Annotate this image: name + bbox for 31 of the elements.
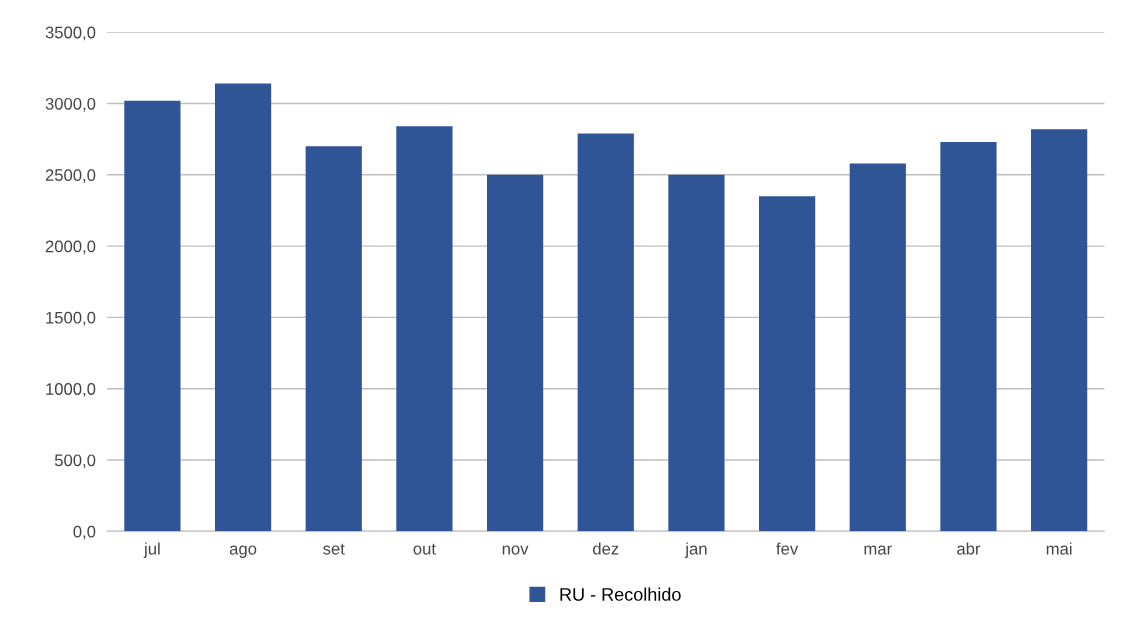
y-tick-label: 1500,0: [46, 311, 96, 326]
y-tick-label: 0,0: [73, 525, 96, 540]
bar: [1031, 129, 1088, 532]
bar: [396, 126, 453, 532]
x-tick-label: abr: [957, 542, 981, 555]
bar: [940, 142, 997, 532]
legend-label: RU - Recolhido: [560, 587, 681, 601]
x-tick-label: dez: [593, 542, 619, 555]
bar: [486, 174, 544, 532]
y-tick-label: 3000,0: [45, 97, 96, 112]
y-tick-label: 2500,0: [45, 169, 96, 183]
bar: [124, 100, 181, 532]
bar: [577, 133, 634, 532]
x-tick-label: set: [323, 543, 345, 555]
x-tick-label: fev: [776, 542, 799, 555]
bar: [849, 163, 906, 532]
bar: [668, 174, 725, 532]
x-tick-label: mar: [864, 545, 892, 555]
x-tick-label: ago: [229, 545, 257, 558]
bar: [305, 146, 362, 532]
bar: [214, 83, 272, 532]
x-tick-label: jul: [143, 542, 160, 558]
y-tick-label: 500,0: [54, 454, 96, 469]
y-tick-label: 3500,0: [45, 26, 96, 41]
x-tick-label: out: [413, 543, 436, 555]
x-tick-label: jan: [684, 542, 707, 558]
y-tick-label: 2000,0: [45, 240, 96, 255]
y-tick-label: 1000,0: [46, 383, 96, 397]
x-tick-label: nov: [502, 545, 529, 555]
bar: [759, 196, 816, 532]
x-tick-label: mai: [1046, 542, 1072, 555]
